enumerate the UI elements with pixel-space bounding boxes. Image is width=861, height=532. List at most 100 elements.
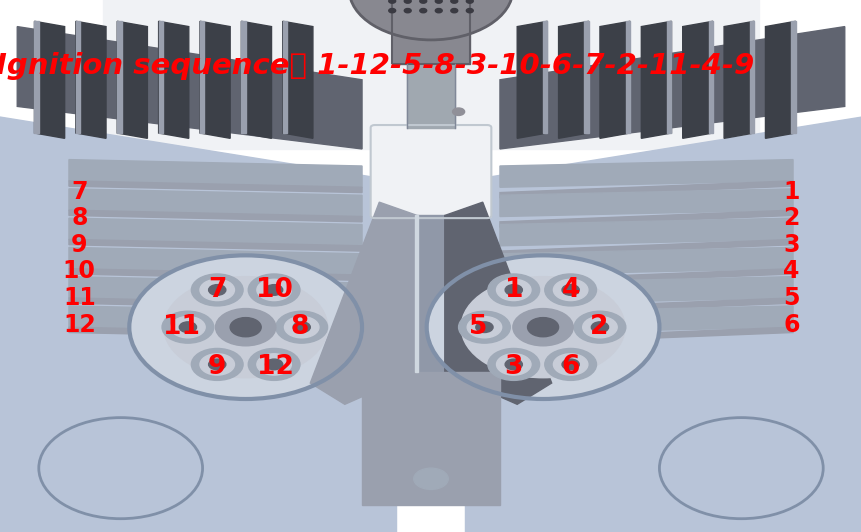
Polygon shape xyxy=(542,21,547,133)
Polygon shape xyxy=(69,277,362,304)
Polygon shape xyxy=(69,327,362,339)
Circle shape xyxy=(388,9,395,13)
Polygon shape xyxy=(499,277,792,304)
Polygon shape xyxy=(117,21,121,133)
Polygon shape xyxy=(117,21,147,138)
Circle shape xyxy=(129,255,362,399)
Circle shape xyxy=(276,311,327,343)
Polygon shape xyxy=(482,330,844,505)
Polygon shape xyxy=(241,21,245,133)
Circle shape xyxy=(426,255,659,399)
Polygon shape xyxy=(499,269,792,286)
Text: 7: 7 xyxy=(71,179,88,204)
Circle shape xyxy=(450,0,457,3)
Polygon shape xyxy=(200,21,204,133)
Polygon shape xyxy=(499,27,844,149)
Text: 3: 3 xyxy=(782,232,799,257)
Polygon shape xyxy=(200,21,230,138)
Circle shape xyxy=(573,311,625,343)
Polygon shape xyxy=(34,21,65,138)
Circle shape xyxy=(544,274,596,306)
Polygon shape xyxy=(444,202,551,404)
Text: 8: 8 xyxy=(290,314,309,340)
Circle shape xyxy=(162,311,214,343)
Text: 4: 4 xyxy=(783,259,798,284)
Text: 11: 11 xyxy=(63,286,96,310)
Circle shape xyxy=(215,309,276,346)
Circle shape xyxy=(466,9,473,13)
Polygon shape xyxy=(69,306,362,334)
Circle shape xyxy=(257,279,291,301)
Circle shape xyxy=(404,9,411,13)
Polygon shape xyxy=(499,160,792,187)
Circle shape xyxy=(419,9,426,13)
Circle shape xyxy=(452,108,464,115)
Circle shape xyxy=(487,274,539,306)
FancyBboxPatch shape xyxy=(370,125,491,218)
Circle shape xyxy=(170,317,205,338)
Polygon shape xyxy=(158,21,163,133)
Circle shape xyxy=(39,418,202,519)
Polygon shape xyxy=(666,21,671,133)
Circle shape xyxy=(404,0,411,3)
Text: 9: 9 xyxy=(208,354,226,380)
Circle shape xyxy=(265,285,282,295)
Polygon shape xyxy=(765,21,795,138)
Circle shape xyxy=(200,279,234,301)
Text: 1: 1 xyxy=(504,277,523,303)
Polygon shape xyxy=(310,202,417,404)
Circle shape xyxy=(553,279,587,301)
Text: 5: 5 xyxy=(782,286,799,310)
Text: 6: 6 xyxy=(561,354,579,380)
Bar xyxy=(415,215,418,372)
Polygon shape xyxy=(69,247,362,275)
Text: 12: 12 xyxy=(63,312,96,337)
Circle shape xyxy=(582,317,616,338)
Polygon shape xyxy=(69,298,362,310)
Circle shape xyxy=(257,354,291,375)
Polygon shape xyxy=(641,21,671,138)
Polygon shape xyxy=(69,239,362,251)
Circle shape xyxy=(230,318,261,337)
Circle shape xyxy=(191,274,243,306)
Polygon shape xyxy=(282,21,313,138)
Text: 2: 2 xyxy=(783,206,798,230)
Circle shape xyxy=(435,0,442,3)
Polygon shape xyxy=(69,189,362,217)
Circle shape xyxy=(505,285,522,295)
Polygon shape xyxy=(499,327,792,344)
Circle shape xyxy=(591,322,608,332)
Polygon shape xyxy=(558,21,588,138)
Circle shape xyxy=(467,317,501,338)
Bar xyxy=(417,215,444,372)
Circle shape xyxy=(466,0,473,3)
Circle shape xyxy=(265,359,282,370)
Polygon shape xyxy=(499,247,792,275)
Text: 2: 2 xyxy=(589,314,608,340)
Circle shape xyxy=(553,354,587,375)
Circle shape xyxy=(419,0,426,3)
Polygon shape xyxy=(17,330,379,505)
Polygon shape xyxy=(584,21,588,133)
Circle shape xyxy=(496,279,530,301)
Polygon shape xyxy=(76,21,80,133)
Circle shape xyxy=(200,354,234,375)
Circle shape xyxy=(164,277,327,378)
Polygon shape xyxy=(282,21,287,133)
Circle shape xyxy=(413,468,448,489)
Text: 10: 10 xyxy=(63,259,96,284)
Polygon shape xyxy=(0,117,396,532)
Polygon shape xyxy=(682,21,712,138)
Circle shape xyxy=(248,274,300,306)
Circle shape xyxy=(179,322,196,332)
Circle shape xyxy=(293,322,310,332)
Polygon shape xyxy=(625,21,629,133)
Polygon shape xyxy=(241,21,271,138)
Text: 4: 4 xyxy=(561,277,579,303)
Circle shape xyxy=(208,359,226,370)
Polygon shape xyxy=(158,21,189,138)
Circle shape xyxy=(435,9,442,13)
Circle shape xyxy=(544,348,596,380)
Text: 7: 7 xyxy=(208,277,226,303)
Polygon shape xyxy=(69,269,362,280)
